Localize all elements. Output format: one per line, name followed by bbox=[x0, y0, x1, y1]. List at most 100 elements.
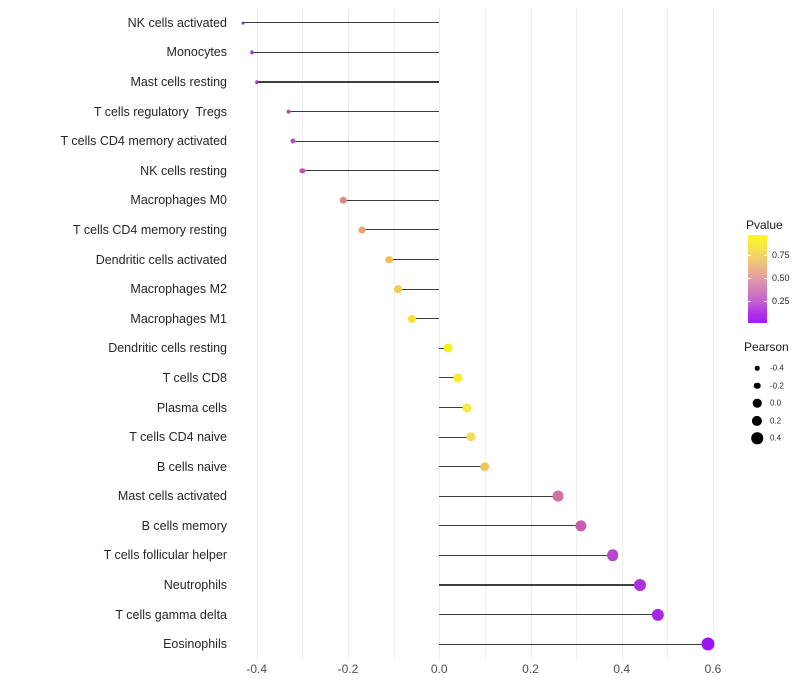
lollipop-dot bbox=[606, 549, 619, 562]
lollipop-stem bbox=[439, 614, 659, 616]
lollipop-dot bbox=[385, 255, 393, 264]
y-axis-label: Dendritic cells activated bbox=[95, 252, 227, 267]
y-axis-label: Eosinophils bbox=[163, 637, 227, 652]
lollipop-stem bbox=[439, 377, 458, 379]
y-axis-label: Dendritic cells resting bbox=[108, 341, 227, 356]
lollipop-stem bbox=[439, 525, 581, 527]
minor-gridline bbox=[576, 8, 578, 659]
lollipop-dot bbox=[407, 314, 416, 323]
lollipop-dot bbox=[452, 373, 463, 383]
y-axis-label: T cells CD4 naive bbox=[129, 430, 227, 445]
lollipop-stem bbox=[243, 22, 440, 24]
pvalue-gradient-tickmark bbox=[748, 301, 751, 302]
x-axis-tick-label: 0.4 bbox=[613, 662, 631, 676]
pearson-legend-label: 0.4 bbox=[770, 433, 782, 443]
lollipop-dot bbox=[394, 285, 403, 293]
x-axis-tick-label: -0.4 bbox=[246, 662, 268, 676]
pearson-legend-dot bbox=[753, 382, 761, 389]
pearson-legend-dot bbox=[754, 365, 760, 371]
lollipop-dot bbox=[358, 226, 366, 234]
lollipop-dot bbox=[286, 109, 292, 114]
y-axis-label: Macrophages M1 bbox=[130, 311, 227, 326]
lollipop-stem bbox=[389, 258, 440, 261]
lollipop-stem bbox=[256, 81, 440, 83]
x-axis-tick-label: 0.2 bbox=[522, 662, 539, 676]
lollipop-stem bbox=[293, 140, 440, 142]
minor-gridline bbox=[393, 8, 395, 659]
pearson-legend-dot bbox=[752, 398, 762, 408]
y-axis-label: T cells CD4 memory activated bbox=[60, 134, 228, 149]
major-gridline bbox=[439, 8, 441, 659]
lollipop-dot bbox=[701, 637, 715, 651]
major-gridline bbox=[348, 8, 349, 659]
lollipop-dot bbox=[299, 168, 305, 174]
pearson-legend-label: 0.2 bbox=[770, 416, 782, 425]
major-gridline bbox=[530, 8, 532, 659]
y-axis-label: NK cells resting bbox=[140, 163, 227, 178]
y-axis-label: Macrophages M2 bbox=[130, 282, 227, 297]
y-axis-label: T cells CD8 bbox=[162, 370, 227, 385]
y-axis-label: T cells CD4 memory resting bbox=[73, 222, 227, 237]
lollipop-dot bbox=[241, 21, 245, 25]
y-axis-label: T cells regulatory Tregs bbox=[93, 104, 227, 119]
y-axis-label: Macrophages M0 bbox=[130, 193, 227, 208]
major-gridline bbox=[713, 8, 714, 659]
lollipop-stem bbox=[439, 436, 472, 438]
lollipop-stem bbox=[343, 199, 440, 201]
lollipop-dot bbox=[250, 50, 254, 55]
lollipop-stem bbox=[439, 584, 640, 586]
y-axis-label: T cells gamma delta bbox=[115, 607, 227, 622]
lollipop-dot bbox=[575, 520, 587, 532]
lollipop-stem bbox=[439, 466, 485, 468]
lollipop-stem bbox=[439, 554, 613, 556]
lollipop-stem bbox=[302, 170, 440, 172]
pearson-legend-label: -0.2 bbox=[770, 381, 784, 390]
lollipop-stem bbox=[288, 111, 440, 113]
pearson-legend-label: 0.0 bbox=[770, 398, 782, 408]
lollipop-stem bbox=[439, 406, 467, 409]
y-axis-label: Mast cells activated bbox=[117, 489, 227, 504]
pvalue-color-legend: Pvalue 0.75 0.50 0.25 bbox=[746, 218, 790, 323]
lollipop-dot bbox=[290, 138, 296, 144]
lollipop-dot bbox=[462, 402, 472, 413]
x-axis-tick-label: -0.2 bbox=[337, 662, 359, 676]
pvalue-gradient-bar bbox=[748, 235, 767, 323]
pvalue-gradient-tickmark bbox=[764, 301, 767, 302]
major-gridline bbox=[256, 8, 258, 659]
minor-gridline bbox=[667, 8, 669, 659]
lollipop-stem bbox=[361, 229, 440, 231]
y-axis-label: B cells naive bbox=[156, 459, 227, 474]
pearson-size-legend: Pearson -0.4 -0.2 0.0 0.2 0.4 bbox=[744, 340, 789, 444]
lollipop-dot bbox=[443, 343, 453, 353]
lollipop-dot bbox=[466, 432, 476, 442]
y-axis-label: NK cells activated bbox=[127, 15, 227, 30]
lollipop-stem bbox=[439, 643, 709, 645]
lollipop-dot bbox=[480, 461, 490, 472]
lollipop-dot bbox=[652, 608, 665, 621]
y-axis-label: B cells memory bbox=[141, 518, 227, 533]
major-gridline bbox=[621, 8, 623, 659]
pvalue-tick-label: 0.25 bbox=[772, 296, 790, 306]
y-axis-label: Mast cells resting bbox=[130, 75, 227, 89]
lollipop-stem bbox=[252, 51, 440, 53]
pvalue-tick-label: 0.75 bbox=[772, 250, 790, 261]
lollipop-dot bbox=[254, 80, 259, 84]
pvalue-legend-title: Pvalue bbox=[746, 218, 783, 232]
lollipop-dot bbox=[340, 197, 347, 204]
pvalue-gradient-tickmark bbox=[748, 278, 751, 280]
pvalue-gradient-tickmark bbox=[764, 278, 767, 280]
pvalue-gradient-tickmark bbox=[764, 255, 767, 257]
pearson-legend-dot bbox=[751, 415, 763, 426]
pearson-legend-label: -0.4 bbox=[770, 363, 784, 373]
y-axis-label: T cells follicular helper bbox=[103, 548, 227, 563]
x-axis-tick-label: 0.6 bbox=[704, 662, 722, 676]
y-axis-label: Monocytes bbox=[166, 45, 227, 60]
lollipop-stem bbox=[439, 347, 449, 349]
lollipop-dot bbox=[633, 578, 647, 592]
x-axis-tick-label: 0.0 bbox=[430, 662, 448, 676]
pearson-legend-title: Pearson bbox=[744, 340, 789, 354]
pvalue-tick-label: 0.50 bbox=[772, 273, 790, 284]
pvalue-gradient-tickmark bbox=[748, 255, 751, 257]
y-axis-label: Plasma cells bbox=[156, 400, 227, 415]
